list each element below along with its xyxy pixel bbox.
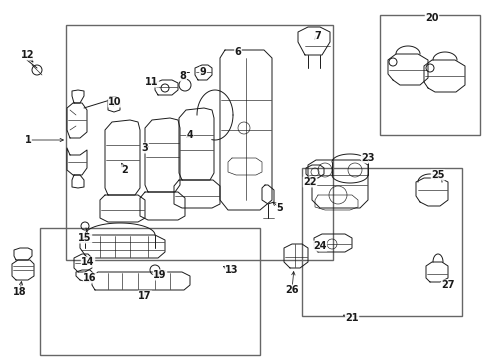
Text: 8: 8 — [179, 71, 186, 81]
Text: 14: 14 — [81, 257, 95, 267]
Bar — [40, 228, 260, 355]
Text: 23: 23 — [361, 153, 374, 163]
Text: 24: 24 — [313, 241, 326, 251]
Text: 11: 11 — [145, 77, 159, 87]
Text: 18: 18 — [13, 287, 27, 297]
Text: 16: 16 — [83, 273, 97, 283]
Text: 26: 26 — [285, 285, 298, 295]
Text: 21: 21 — [345, 313, 358, 323]
Text: 25: 25 — [430, 170, 444, 180]
Text: 4: 4 — [186, 130, 193, 140]
Text: 12: 12 — [21, 50, 35, 60]
Text: 13: 13 — [225, 265, 238, 275]
Bar — [379, 15, 479, 135]
Text: 6: 6 — [234, 47, 241, 57]
Text: 22: 22 — [303, 177, 316, 187]
Text: 27: 27 — [440, 280, 454, 290]
Text: 15: 15 — [78, 233, 92, 243]
Bar — [66, 25, 332, 260]
Text: 3: 3 — [142, 143, 148, 153]
Text: 5: 5 — [276, 203, 283, 213]
Text: 2: 2 — [122, 165, 128, 175]
Text: 19: 19 — [153, 270, 166, 280]
Text: 9: 9 — [199, 67, 206, 77]
Text: 20: 20 — [425, 13, 438, 23]
Text: 7: 7 — [314, 31, 321, 41]
Bar — [302, 168, 461, 316]
Text: 1: 1 — [24, 135, 31, 145]
Text: 17: 17 — [138, 291, 151, 301]
Text: 10: 10 — [108, 97, 122, 107]
